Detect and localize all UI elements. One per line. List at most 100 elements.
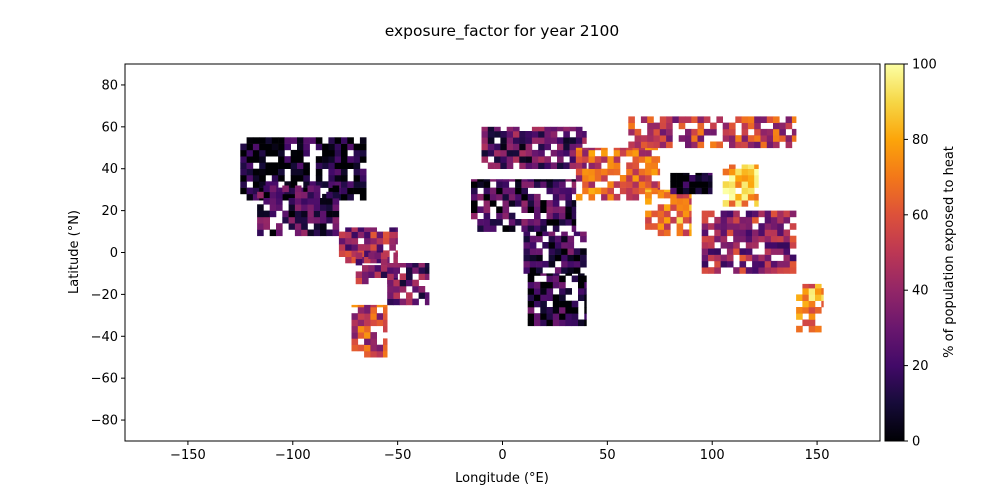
heatmap-cell	[359, 143, 367, 151]
heatmap-cell	[502, 200, 510, 207]
heatmap-cell	[685, 141, 692, 149]
heatmap-cell	[569, 143, 577, 151]
heatmap-cell	[544, 131, 551, 138]
heatmap-cell	[353, 181, 361, 188]
heatmap-cell	[651, 181, 658, 188]
heatmap-cell	[393, 292, 400, 299]
heatmap-cell	[548, 231, 556, 237]
heatmap-cell	[548, 260, 556, 268]
heatmap-cell	[353, 149, 361, 157]
heatmap-cell	[515, 187, 522, 195]
heatmap-cell	[741, 164, 749, 169]
heatmap-cell	[613, 149, 621, 157]
heatmap-cell	[670, 187, 677, 195]
heatmap-cell	[534, 313, 541, 320]
heatmap-cell	[638, 149, 646, 157]
heatmap-region	[722, 164, 759, 207]
heatmap-cell	[552, 281, 560, 289]
heatmap-cell	[802, 288, 809, 295]
heatmap-cell	[733, 248, 740, 255]
heatmap-cell	[758, 229, 765, 237]
heatmap-cell	[523, 235, 531, 243]
heatmap-cell	[796, 325, 803, 333]
heatmap-cell	[745, 210, 753, 218]
heatmap-cell	[559, 307, 566, 314]
heatmap-cell	[252, 187, 260, 195]
heatmap-cell	[424, 273, 430, 280]
heatmap-region	[387, 263, 430, 306]
heatmap-cell	[653, 128, 661, 136]
heatmap-cell	[294, 191, 302, 199]
heatmap-cell	[534, 288, 541, 295]
heatmap-region	[240, 137, 367, 201]
heatmap-cell	[582, 175, 589, 182]
heatmap-cell	[695, 181, 702, 188]
heatmap-cell	[701, 260, 709, 268]
heatmap-cell	[521, 225, 528, 232]
heatmap-cell	[588, 175, 596, 182]
heatmap-cell	[580, 254, 587, 262]
heatmap-cell	[406, 263, 413, 268]
heatmap-cell	[689, 187, 696, 195]
heatmap-cell	[619, 147, 627, 151]
heatmap-cell	[632, 168, 640, 176]
heatmap-cell	[747, 164, 755, 169]
heatmap-cell	[313, 191, 321, 199]
heatmap-cell	[357, 231, 365, 239]
heatmap-cell	[575, 149, 583, 157]
heatmap-cell	[374, 252, 382, 260]
heatmap-cell	[552, 193, 560, 201]
heatmap-cell	[341, 156, 348, 163]
heatmap-cell	[722, 181, 730, 188]
heatmap-cell	[601, 187, 608, 195]
heatmap-cell	[580, 231, 587, 237]
heatmap-cell	[368, 252, 375, 260]
heatmap-cell	[347, 156, 354, 163]
heatmap-cell	[364, 325, 371, 333]
heatmap-cell	[529, 260, 537, 268]
heatmap-cell	[567, 260, 575, 268]
heatmap-cell	[682, 210, 690, 218]
heatmap-cell	[269, 198, 277, 205]
heatmap-cell	[729, 175, 736, 182]
heatmap-cell	[722, 187, 730, 195]
heatmap-cell	[424, 298, 430, 306]
heatmap-cell	[246, 193, 254, 201]
heatmap-cell	[383, 313, 388, 320]
heatmap-cell	[666, 135, 673, 142]
heatmap-cell	[494, 143, 501, 151]
heatmap-cell	[670, 216, 677, 224]
heatmap-cell	[634, 128, 642, 136]
heatmap-cell	[494, 149, 501, 157]
heatmap-cell	[477, 193, 484, 201]
colorbar-tick-label: 100	[912, 58, 937, 73]
heatmap-cell	[584, 307, 587, 314]
heatmap-cell	[276, 198, 283, 205]
heatmap-cell	[515, 179, 522, 182]
heatmap-cell	[701, 248, 709, 255]
heatmap-cell	[645, 149, 652, 157]
heatmap-cell	[714, 229, 721, 237]
heatmap-cell	[628, 141, 635, 149]
heatmap-cell	[534, 219, 541, 226]
heatmap-cell	[682, 229, 690, 237]
heatmap-cell	[259, 187, 266, 195]
heatmap-cell	[351, 332, 359, 339]
heatmap-cell	[783, 260, 791, 268]
heatmap-cell	[542, 231, 549, 237]
heatmap-cell	[582, 168, 589, 176]
heatmap-cell	[714, 267, 721, 274]
heatmap-cell	[252, 168, 260, 176]
heatmap-cell	[257, 204, 264, 211]
heatmap-cell	[563, 149, 570, 157]
heatmap-cell	[571, 219, 577, 226]
heatmap-cell	[481, 137, 489, 144]
heatmap-cell	[714, 254, 721, 262]
heatmap-cell	[729, 141, 736, 149]
heatmap-cell	[527, 225, 535, 232]
heatmap-cell	[341, 162, 348, 169]
heatmap-cell	[645, 181, 652, 188]
heatmap-cell	[647, 135, 654, 142]
heatmap-cell	[418, 286, 426, 293]
heatmap-cell	[557, 137, 564, 144]
